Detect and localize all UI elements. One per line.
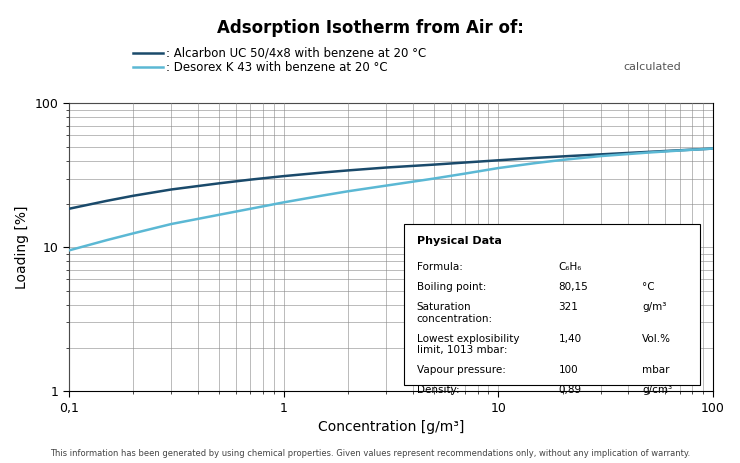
Text: g/cm³: g/cm³ xyxy=(642,385,673,395)
Text: °C: °C xyxy=(642,282,655,292)
Text: Vapour pressure:: Vapour pressure: xyxy=(417,365,505,375)
Text: Boiling point:: Boiling point: xyxy=(417,282,486,292)
Text: 80,15: 80,15 xyxy=(559,282,588,292)
Text: Density:: Density: xyxy=(417,385,460,395)
Text: 321: 321 xyxy=(559,302,579,312)
Text: calculated: calculated xyxy=(623,62,681,72)
Text: Adsorption Isotherm from Air of:: Adsorption Isotherm from Air of: xyxy=(217,19,523,37)
Text: mbar: mbar xyxy=(642,365,670,375)
Text: Lowest explosibility
limit, 1013 mbar:: Lowest explosibility limit, 1013 mbar: xyxy=(417,333,519,355)
Text: Saturation
concentration:: Saturation concentration: xyxy=(417,302,493,324)
Y-axis label: Loading [%]: Loading [%] xyxy=(15,206,29,289)
Text: 0,89: 0,89 xyxy=(559,385,582,395)
Text: : Alcarbon UC 50/4x8 with benzene at 20 °C: : Alcarbon UC 50/4x8 with benzene at 20 … xyxy=(166,47,427,60)
Text: : Desorex K 43 with benzene at 20 °C: : Desorex K 43 with benzene at 20 °C xyxy=(166,61,388,74)
Text: 100: 100 xyxy=(559,365,578,375)
Text: g/m³: g/m³ xyxy=(642,302,667,312)
Text: 1,40: 1,40 xyxy=(559,333,582,344)
FancyBboxPatch shape xyxy=(404,224,700,385)
Text: Formula:: Formula: xyxy=(417,262,462,272)
Text: This information has been generated by using chemical properties. Given values r: This information has been generated by u… xyxy=(50,450,690,458)
Text: Vol.%: Vol.% xyxy=(642,333,671,344)
Text: C₆H₆: C₆H₆ xyxy=(559,262,582,272)
X-axis label: Concentration [g/m³]: Concentration [g/m³] xyxy=(317,420,464,434)
Text: Physical Data: Physical Data xyxy=(417,236,502,246)
